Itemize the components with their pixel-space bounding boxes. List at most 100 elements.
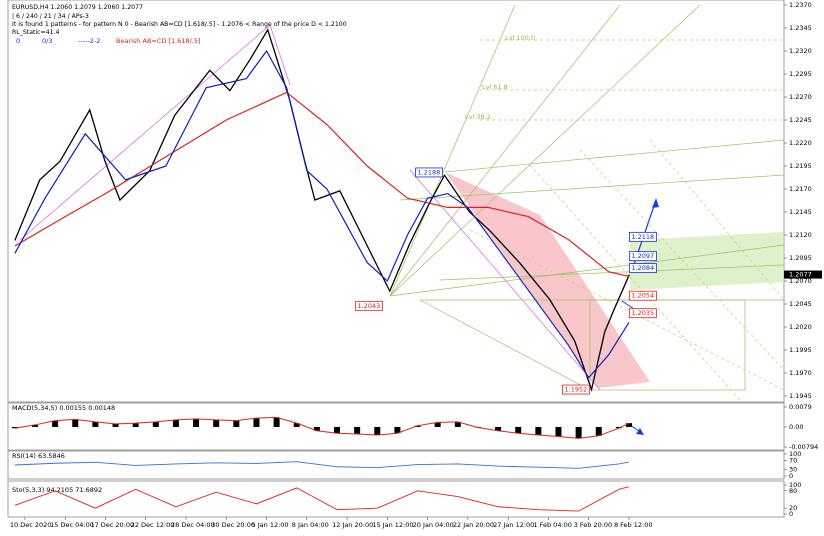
macd-bar xyxy=(92,421,99,427)
price-label: 1.2084 xyxy=(631,264,654,272)
x-tick-label: 12 Jan 20:00 xyxy=(332,521,373,529)
y-tick-label: 1.1945 xyxy=(789,392,812,400)
macd-bar xyxy=(293,423,300,427)
price-label-box xyxy=(415,167,443,178)
y-tick-label: 1.2145 xyxy=(789,208,812,216)
x-tick-label: 15 Dec 04:00 xyxy=(50,521,94,529)
x-tick-label: 27 Jan 12:00 xyxy=(493,521,534,529)
pattern-name: Bearish AB=CD [1.618/.5] xyxy=(116,37,201,45)
price-label-box xyxy=(562,384,590,395)
macd-bar xyxy=(273,417,280,427)
y-tick-label: 1.2170 xyxy=(789,185,812,193)
x-tick-label: 28 Dec 04:00 xyxy=(171,521,215,529)
pattern-drawings xyxy=(19,4,785,435)
panel-tick-label: 20 xyxy=(789,504,797,512)
x-tick-label: 22 Dec 12:00 xyxy=(131,521,175,529)
y-tick-label: 1.2020 xyxy=(789,323,812,331)
macd-label: MACD(5,34,5) 0.00155 0.00148 xyxy=(12,404,115,412)
trend-leg xyxy=(269,24,291,86)
macd-bar xyxy=(394,426,401,434)
x-tick-label: 5 Jan 12:00 xyxy=(252,521,289,529)
symbol-line: EURUSD,H4 1.2060 1.2079 1.2060 1.2077 xyxy=(12,4,143,11)
channel-lines xyxy=(389,4,785,391)
macd-bar xyxy=(132,423,139,427)
macd-bar xyxy=(233,420,240,427)
pattern-area xyxy=(445,172,650,388)
x-tick-label: 8 Feb 12:00 xyxy=(614,521,653,529)
macd-bar xyxy=(434,422,441,427)
macd-bar xyxy=(555,426,562,437)
panel-tick-label: 80 xyxy=(789,487,797,495)
macd-bar xyxy=(625,423,632,427)
macd-bar xyxy=(112,423,119,427)
macd-bar xyxy=(253,418,260,427)
macd-bar xyxy=(193,418,200,427)
macd-bar xyxy=(313,426,320,431)
fib-lines xyxy=(469,39,785,401)
price-label-box xyxy=(355,300,383,311)
macd-signal-line xyxy=(14,416,630,439)
current-price-box xyxy=(784,270,822,279)
y-tick-label: 1.1970 xyxy=(789,369,812,377)
price-label: 1.2118 xyxy=(631,233,654,241)
slow-ma-line xyxy=(14,91,630,277)
macd-bar xyxy=(334,426,341,434)
x-tick-label: 20 Jan 04:00 xyxy=(413,521,454,529)
fib-label: Lvl 38.2 xyxy=(465,113,491,121)
counter: 0/3 xyxy=(42,37,52,45)
macd-bar xyxy=(354,426,361,435)
macd-bar xyxy=(72,419,79,427)
y-tick-label: 1.2045 xyxy=(789,300,812,308)
counter: -----2-2 xyxy=(78,37,100,45)
counter: 0 xyxy=(16,37,20,45)
macd-bar xyxy=(213,419,220,427)
x-tick-label: 1 Feb 04:00 xyxy=(533,521,572,529)
rsi-frame xyxy=(7,450,785,480)
price-label: 1.2035 xyxy=(631,309,654,317)
panel-tick-label: 100 xyxy=(789,450,801,458)
macd-bar xyxy=(595,426,602,436)
y-tick-label: 1.2245 xyxy=(789,116,812,124)
macd-bar xyxy=(172,419,179,427)
panel-tick-label: 30 xyxy=(789,465,797,473)
stoch-line xyxy=(14,486,630,512)
macd-bar xyxy=(52,420,59,427)
target-zone xyxy=(630,232,784,290)
static-line: RL_Static=41.4 xyxy=(12,29,60,36)
price-label-box xyxy=(628,251,657,262)
trend-leg xyxy=(19,24,271,241)
y-tick-label: 1.2320 xyxy=(789,47,812,55)
panel-tick-label: 0.00 xyxy=(789,423,803,431)
macd-bar xyxy=(575,426,582,439)
price-line xyxy=(14,28,630,392)
fast-ma-line xyxy=(14,49,630,379)
price-label: 1.2043 xyxy=(358,302,381,310)
rsi-line xyxy=(14,461,630,469)
x-tick-label: 10 Dec 2020 xyxy=(10,521,52,529)
macd-bar xyxy=(535,426,542,436)
y-tick-label: 1.2370 xyxy=(789,1,812,9)
panel-tick-label: 0 xyxy=(789,472,793,480)
price-label-box xyxy=(628,308,657,319)
macd-bar xyxy=(454,421,461,427)
y-tick-label: 1.2095 xyxy=(789,254,812,262)
y-tick-label: 1.2345 xyxy=(789,24,812,32)
price-label-box xyxy=(628,231,657,242)
y-tick-label: 1.2195 xyxy=(789,162,812,170)
macd-bar xyxy=(31,424,38,427)
current-price-label: 1.2077 xyxy=(789,271,812,279)
y-tick-label: 1.2295 xyxy=(789,70,812,78)
panel-tick-label: 70 xyxy=(789,457,797,465)
macd-bar xyxy=(495,426,502,431)
y-tick-label: 1.2220 xyxy=(789,139,812,147)
stoch-frame xyxy=(7,480,785,518)
fib-label: Lvl 61.8 xyxy=(482,83,508,91)
macd-bar xyxy=(152,421,159,427)
macd-bar xyxy=(414,425,421,427)
pattern-leg xyxy=(409,169,601,391)
price-label: 1.2188 xyxy=(418,168,441,176)
y-tick-label: 1.1995 xyxy=(789,346,812,354)
pattern-info: It is found 1 patterns - for pattern N 0… xyxy=(12,21,347,28)
x-tick-label: 8 Jan 04:00 xyxy=(292,521,329,529)
